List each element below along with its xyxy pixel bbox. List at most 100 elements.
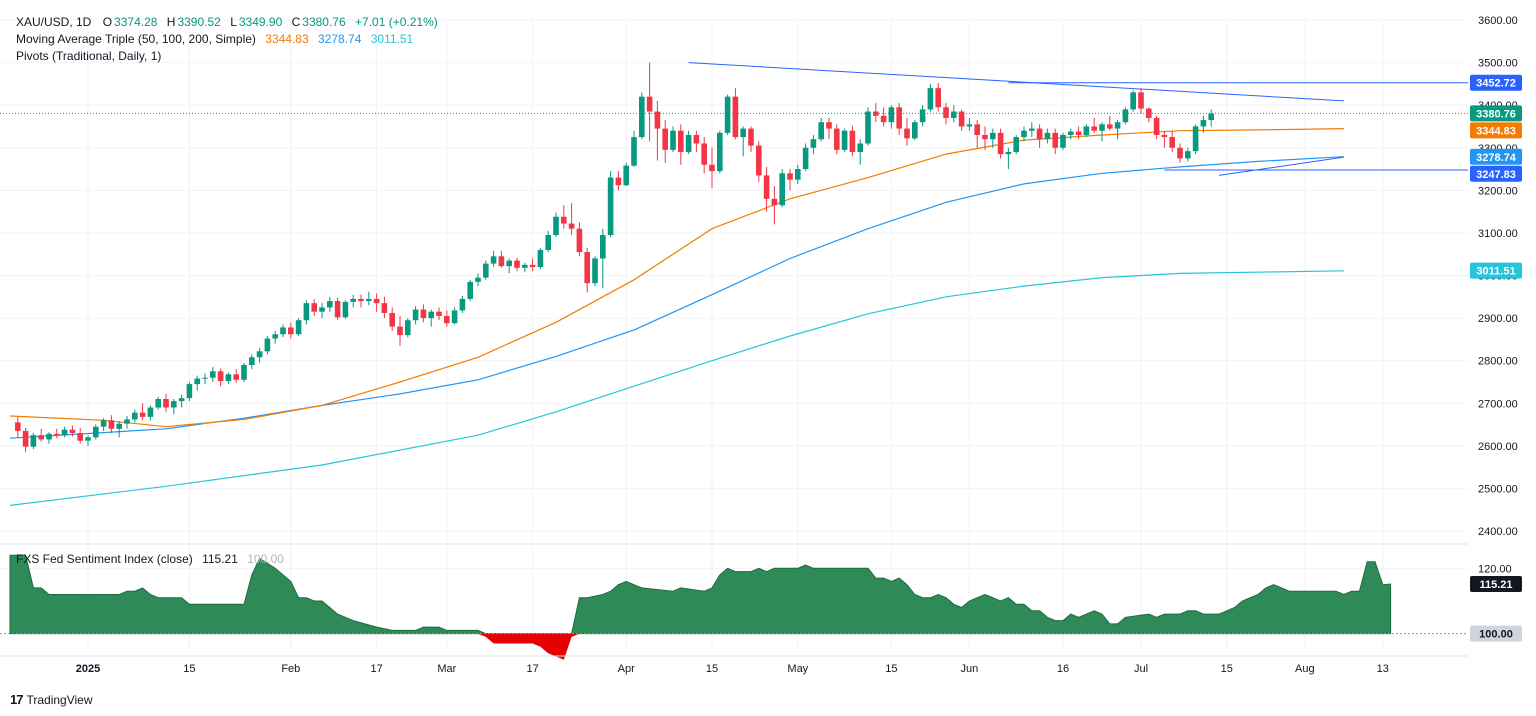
candle-body [522, 264, 528, 268]
candle-body [756, 145, 762, 176]
x-tick-label: May [787, 663, 808, 675]
brand[interactable]: 17 TradingView [10, 692, 93, 707]
sentiment-y-tick-label: 120.00 [1478, 563, 1512, 575]
candle-body [256, 351, 263, 358]
x-tick-label: Aug [1295, 663, 1315, 675]
candle-body [646, 96, 653, 112]
candle-body [381, 303, 388, 313]
candle-body [405, 320, 411, 336]
candle-body [38, 435, 44, 440]
candle-body [1185, 151, 1191, 159]
candle-body [693, 134, 700, 144]
price-label-bg [1470, 122, 1522, 139]
candle-body [1013, 137, 1019, 153]
sentiment-base: 100.00 [247, 552, 284, 566]
grid-lines [0, 19, 1468, 650]
candle-body [22, 430, 29, 447]
candle-body [116, 423, 122, 429]
candle-body [444, 315, 450, 324]
ma-legend: Moving Average Triple (50, 100, 200, Sim… [16, 32, 415, 46]
candle-body [1036, 128, 1043, 140]
candle-body [1083, 126, 1090, 135]
ma50-value: 3344.83 [265, 32, 309, 46]
candle-body [787, 173, 793, 180]
ma100-line [9, 156, 1344, 439]
candle-body [1060, 134, 1066, 148]
candle-body [217, 371, 224, 382]
sentiment-label: FXS Fed Sentiment Index (close) [16, 552, 193, 566]
candle-body [498, 256, 505, 267]
candle-body [958, 111, 965, 127]
candle-body [241, 364, 247, 380]
price-label: 3344.83 [1476, 125, 1516, 137]
candle-body [342, 301, 349, 318]
x-tick-label: Feb [281, 663, 300, 675]
price-label: 3247.83 [1476, 169, 1516, 181]
candle-body [779, 173, 785, 206]
candle-body [1122, 109, 1129, 123]
candle-body [163, 398, 169, 408]
candle-body [85, 437, 91, 441]
candle-body [553, 216, 559, 236]
candle-body [732, 96, 739, 138]
candle-body [155, 398, 161, 408]
candle-body [966, 124, 973, 127]
candle-body [639, 96, 645, 138]
candle-body [249, 357, 255, 365]
candle-body [865, 111, 871, 144]
open-label: O [102, 15, 113, 29]
candle-body [615, 177, 622, 186]
candle-body [818, 122, 824, 140]
candle-body [1130, 92, 1136, 110]
candle-body [194, 378, 200, 385]
candle-body [724, 96, 731, 133]
close-value: 3380.76 [302, 15, 346, 29]
y-tick-label: 3200.00 [1478, 185, 1518, 197]
candle-body [319, 307, 325, 312]
candle-body [1208, 113, 1214, 121]
x-tick-label: Jun [961, 663, 979, 675]
candle-body [1161, 134, 1168, 138]
candle-body [100, 420, 107, 427]
ma50-line [9, 128, 1344, 428]
candle-body [888, 107, 895, 123]
candle-body [763, 175, 770, 199]
ohlc-legend: XAU/USD, 1D O 3374.28 H 3390.52 L 3349.90 C… [16, 15, 440, 29]
candle-body [857, 143, 863, 153]
candle-body [1138, 92, 1144, 109]
candle-body [295, 320, 302, 335]
candle-body [935, 88, 941, 108]
candle-body [389, 312, 395, 327]
y-tick-label: 2700.00 [1478, 398, 1518, 410]
sentiment-legend: FXS Fed Sentiment Index (close) 115.21 1… [16, 552, 286, 566]
y-tick-label: 2800.00 [1478, 356, 1518, 368]
pivots-legend: Pivots (Traditional, Daily, 1) [16, 49, 163, 63]
ma-label: Moving Average Triple (50, 100, 200, Sim… [16, 32, 256, 46]
y-tick-label: 2900.00 [1478, 313, 1518, 325]
candle-body [506, 260, 512, 267]
candle-body [1153, 117, 1160, 135]
sentiment-area-group [0, 554, 1468, 660]
candle-body [108, 420, 115, 429]
candle-body [225, 374, 232, 382]
candle-body [1169, 137, 1175, 148]
rising-support-line [1218, 156, 1344, 176]
candle-body [1052, 132, 1058, 148]
symbol-label: XAU/USD, 1D [16, 15, 92, 29]
x-tick-label: Mar [437, 663, 456, 675]
candle-body [537, 249, 544, 267]
candle-body [358, 298, 364, 302]
candle-body [467, 281, 473, 299]
candle-body [982, 134, 988, 140]
price-label-bg [1470, 262, 1522, 279]
candle-body [171, 401, 177, 408]
candle-body [210, 371, 216, 378]
candle-body [280, 327, 286, 335]
candle-body [178, 398, 185, 402]
candles-group [15, 62, 1214, 453]
price-label: 3278.74 [1476, 152, 1517, 164]
candle-body [584, 252, 590, 284]
candle-body [327, 301, 333, 308]
x-tick-label: 2025 [76, 663, 100, 675]
